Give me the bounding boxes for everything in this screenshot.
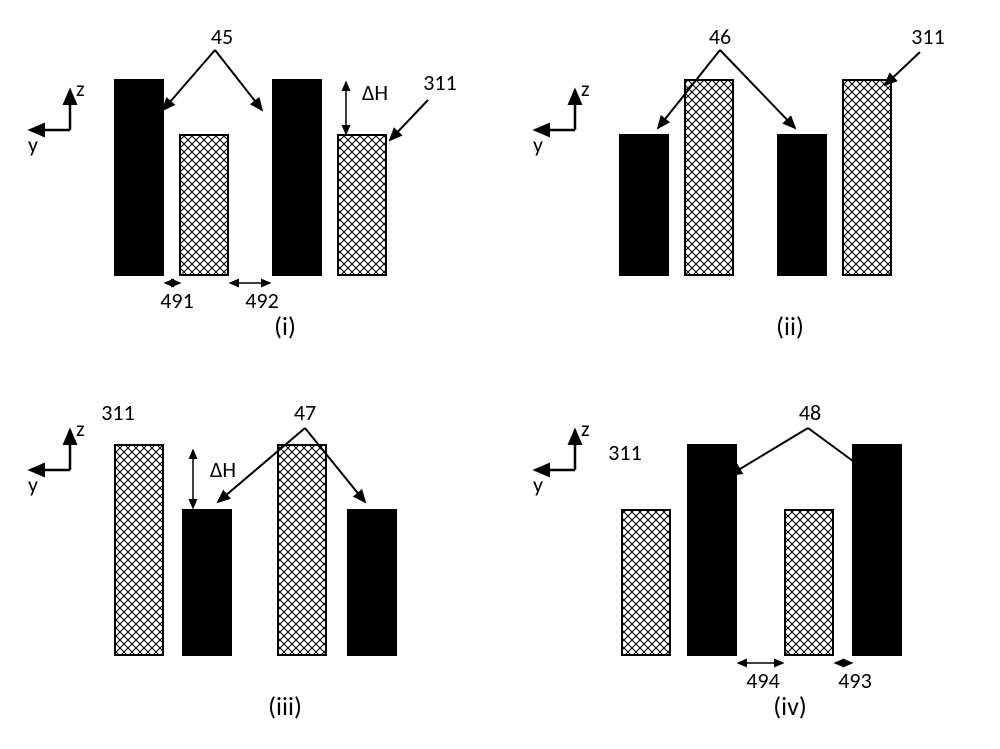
- annotation-text: ΔH: [210, 456, 236, 483]
- panel-label: (iii): [268, 690, 302, 722]
- dimension-492: 492: [230, 283, 279, 314]
- annotation-text: 311: [608, 439, 641, 466]
- bar-hatch-311: [278, 445, 326, 655]
- bar-hatch-311: [843, 80, 891, 275]
- figure: zy45311ΔH491492(i)zy46311(ii)zy31147ΔH(i…: [0, 0, 1000, 749]
- bar-solid-47: [183, 510, 231, 655]
- label-311: 311: [101, 399, 134, 426]
- bar-solid-48: [688, 445, 736, 655]
- bar-hatch-311: [785, 510, 833, 655]
- annotation-text: 311: [101, 399, 134, 426]
- annotation-text: 46: [709, 23, 731, 50]
- axis: zy: [28, 415, 85, 498]
- axis-label-y: y: [533, 131, 543, 158]
- label-311: 311: [390, 69, 457, 140]
- panel-label: (iv): [773, 690, 806, 722]
- annotation-text: ΔH: [362, 79, 388, 106]
- panel-i: zy45311ΔH491492(i): [28, 23, 457, 342]
- annotation-text: 311: [911, 23, 944, 50]
- axis-label-y: y: [28, 131, 38, 158]
- panel-iv: zy31148494493(iv): [533, 399, 901, 722]
- bar-solid-45: [115, 80, 163, 275]
- dimension-491: 491: [160, 283, 193, 314]
- label-311: 311: [885, 23, 945, 85]
- label-311: 311: [608, 439, 641, 466]
- bar-hatch-311: [180, 135, 228, 275]
- bar-solid-48: [853, 445, 901, 655]
- axis: zy: [533, 75, 590, 158]
- annotation-text: 47: [294, 399, 316, 426]
- bar-solid-47: [348, 510, 396, 655]
- axis: zy: [533, 415, 590, 498]
- panel-label: (i): [274, 310, 296, 342]
- axis-label-z: z: [581, 75, 590, 102]
- dimension-delta-h: ΔH: [193, 450, 236, 508]
- annotation-text: 48: [799, 399, 821, 426]
- label-48: 48: [730, 399, 872, 475]
- bar-solid-46: [778, 135, 826, 275]
- dimension-493: 493: [835, 663, 872, 694]
- annotation-text: 45: [211, 23, 233, 50]
- panel-ii: zy46311(ii): [533, 23, 945, 342]
- bar-hatch-311: [622, 510, 670, 655]
- panel-label: (ii): [776, 310, 804, 342]
- axis-label-z: z: [581, 415, 590, 442]
- bar-hatch-311: [685, 80, 733, 275]
- annotation-text: 493: [838, 667, 871, 694]
- axis-label-z: z: [76, 415, 85, 442]
- axis: zy: [28, 75, 85, 158]
- annotation-text: 491: [160, 287, 193, 314]
- dimension-delta-h: ΔH: [346, 79, 388, 134]
- label-45: 45: [163, 23, 262, 110]
- panel-iii: zy31147ΔH(iii): [28, 399, 396, 722]
- annotation-text: 311: [423, 69, 456, 96]
- axis-label-y: y: [533, 471, 543, 498]
- axis-label-y: y: [28, 471, 38, 498]
- bar-hatch-311: [115, 445, 163, 655]
- axis-label-z: z: [76, 75, 85, 102]
- bar-solid-46: [620, 135, 668, 275]
- bar-solid-45: [273, 80, 321, 275]
- bar-hatch-311: [338, 135, 386, 275]
